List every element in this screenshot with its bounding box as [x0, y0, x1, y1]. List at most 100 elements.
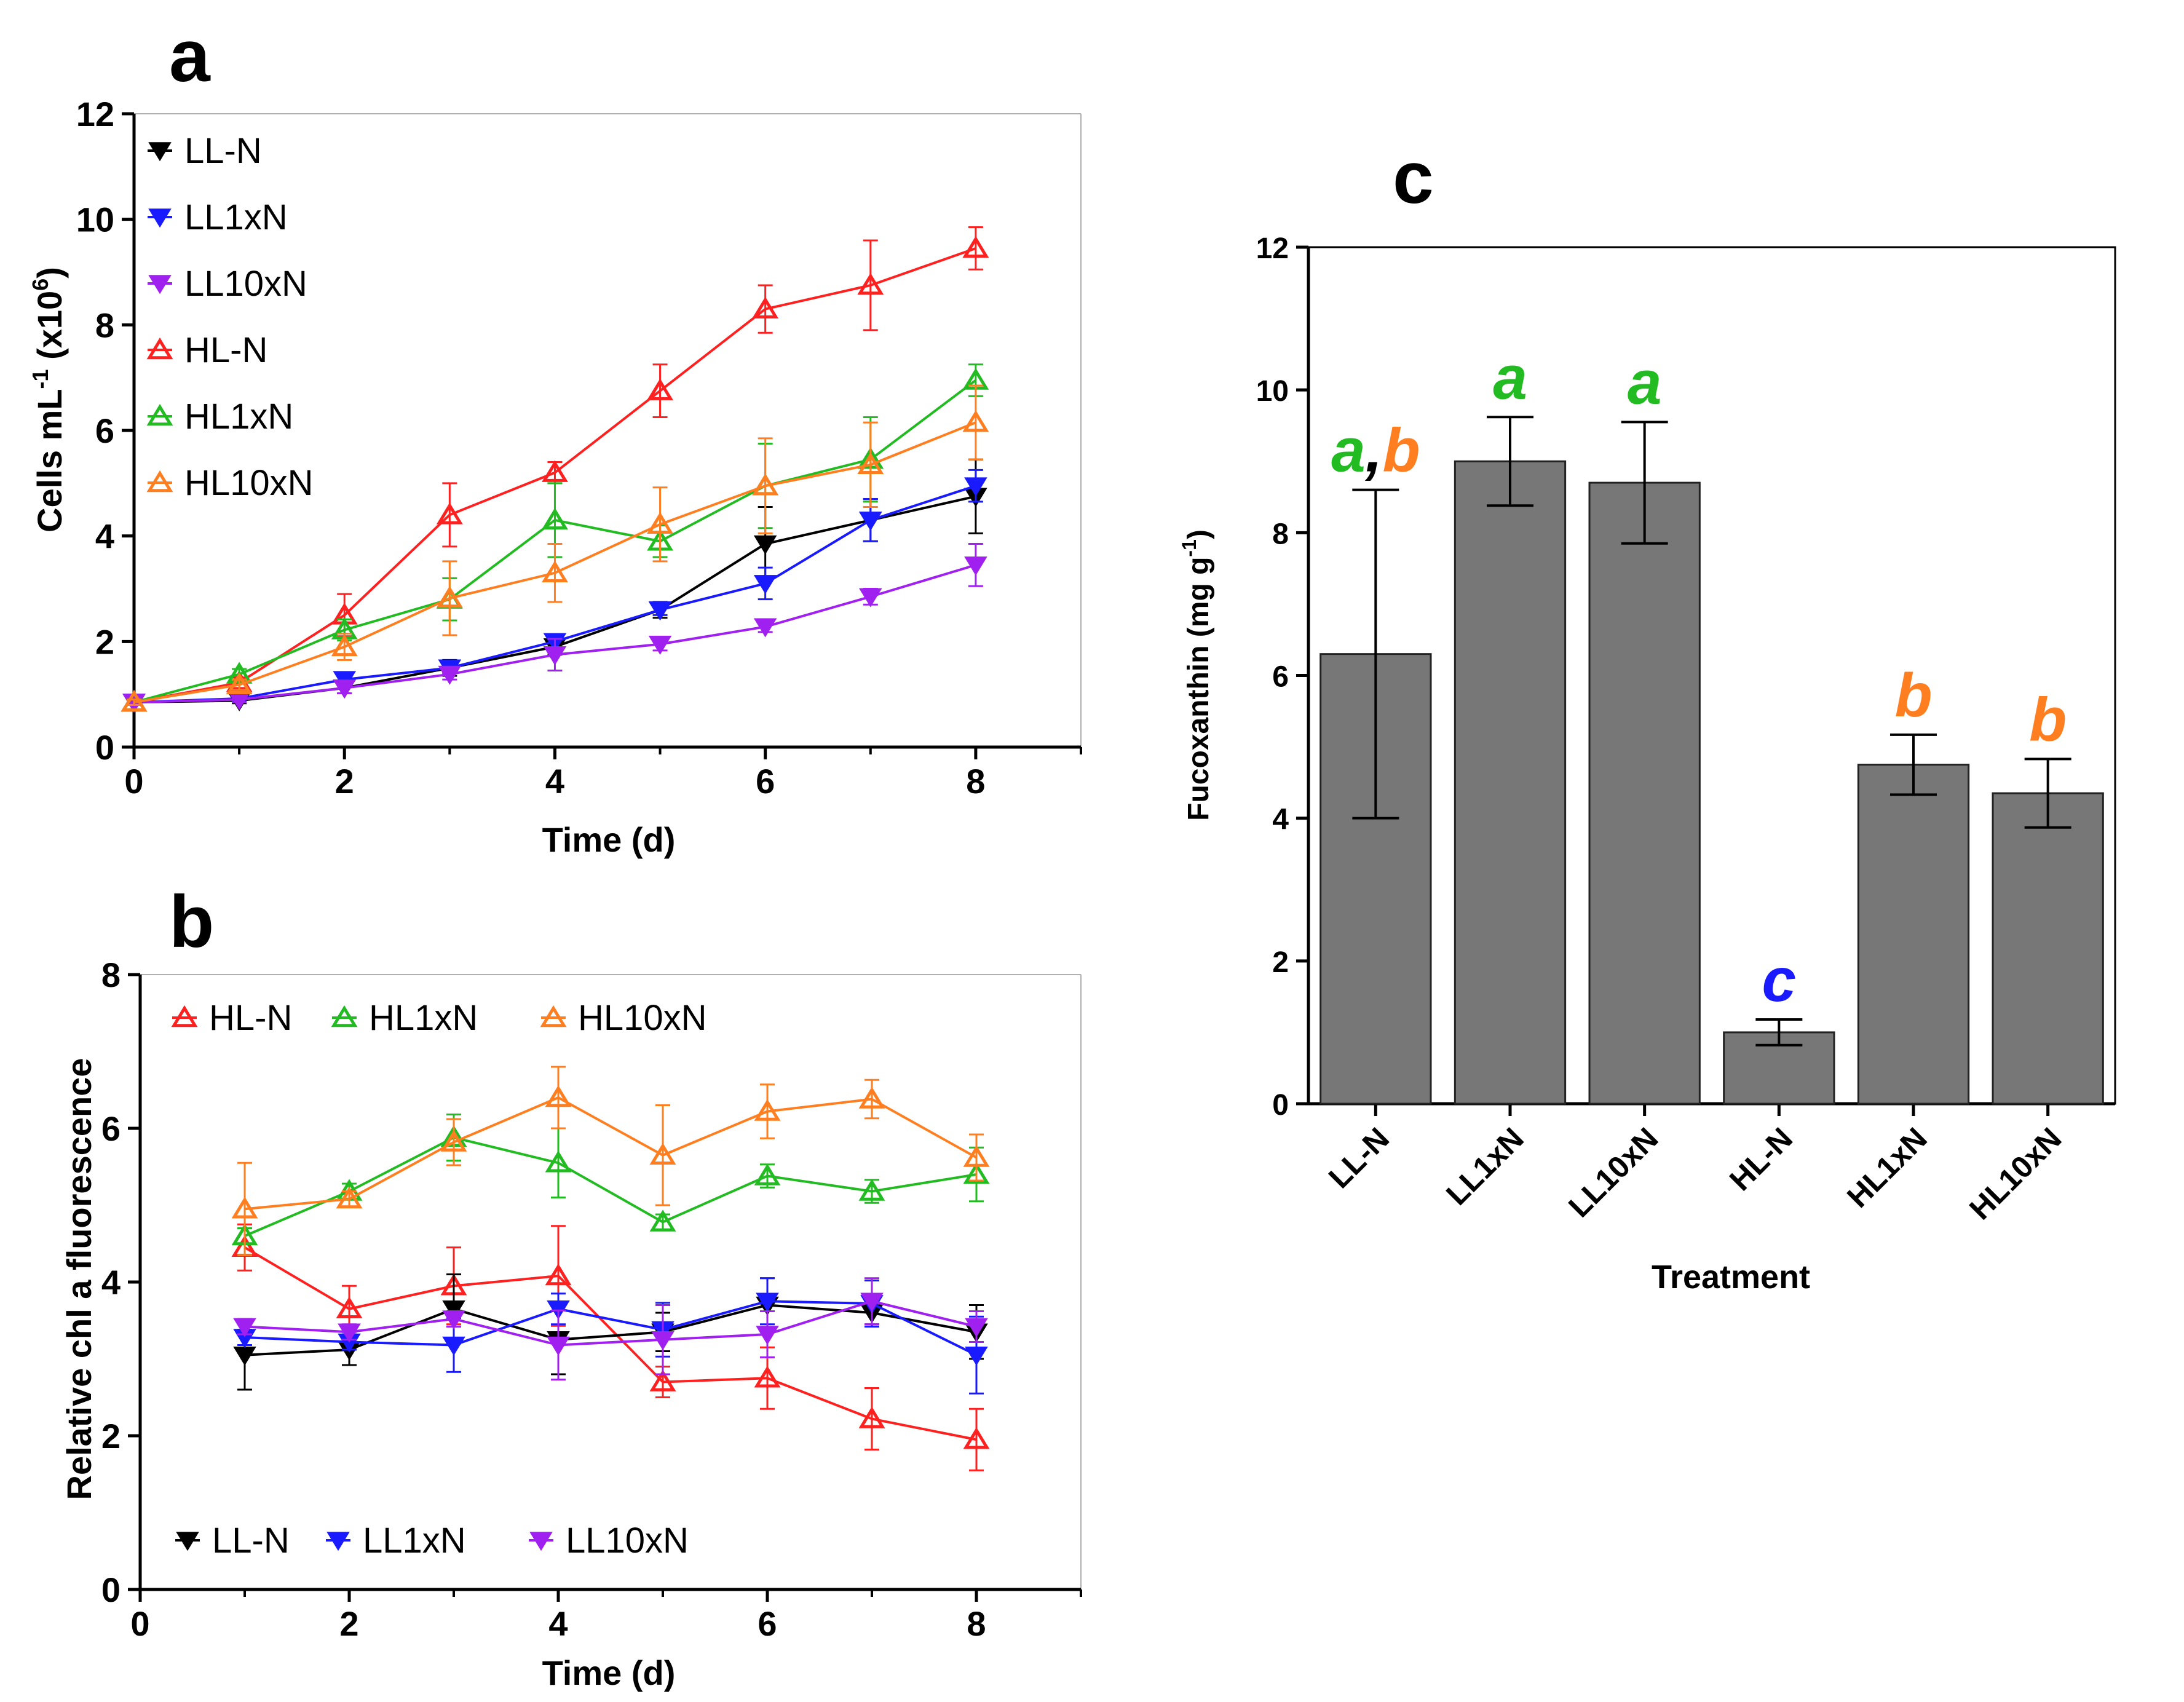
panel-a-y-tick-label: 2 [95, 622, 114, 661]
panel-b-series [231, 1066, 990, 1471]
panel-b-point-ll10xn [651, 1331, 675, 1350]
panel-a-y-tick-label: 4 [95, 517, 114, 556]
panel-a-point-hl10xn [962, 410, 989, 432]
panel-a-x-tick-label: 4 [545, 762, 564, 801]
panel-c-bar-hl1xn [1857, 764, 1970, 1105]
panel-a-point-ll10xn [859, 588, 882, 608]
panel-b-axes: 0 2 4 6 8 0 2 4 6 8 [101, 956, 1082, 1643]
panel-b-point-hl-n [545, 1263, 572, 1286]
panel-a-series [121, 226, 989, 713]
panel-a-point-hl10xn [857, 452, 884, 475]
panel-a-series-hl10xn [121, 384, 989, 712]
panel-b-line-hl10xn [244, 1096, 977, 1211]
panel-a-line-hl1xn [133, 379, 977, 703]
panel-b-x-tick-label: 8 [967, 1604, 986, 1643]
panel-b-point-ll10xn [442, 1310, 465, 1330]
panel-b-point-hl10xn [545, 1085, 572, 1107]
panel-a-point-hl10xn [436, 585, 463, 608]
panel-a-x-tick-label: 0 [124, 762, 143, 801]
panel-b-point-hl1xn [858, 1179, 885, 1201]
panel-b-point-hl1xn [649, 1209, 676, 1232]
panel-b-legend-marker-hl1xn [331, 1005, 358, 1027]
panel-a-legend: LL-N LL1xN LL10xN HL-N HL1xN HL10xN [146, 131, 314, 503]
panel-b-legend-label-hl1xn: HL1xN [369, 998, 478, 1038]
panel-b-point-ll10xn [547, 1336, 570, 1356]
panel-a-point-hl10xn [647, 512, 673, 534]
panel-a-x-tick-label: 6 [756, 762, 775, 801]
panel-b-xlabel: Time (d) [542, 1653, 676, 1692]
panel-b-series-ll10xn [233, 1277, 988, 1381]
panel-c-y-tick-label: 0 [1272, 1089, 1289, 1122]
panel-b-legend-label-hl10xn: HL10xN [578, 998, 707, 1038]
panel-b-legend-label-hl-n: HL-N [209, 998, 292, 1038]
panel-c-ylabel: Fucoxanthin (mg g-1) [1178, 529, 1215, 821]
panel-b-line-ll10xn [244, 1300, 977, 1347]
panel-b-point-ll10xn [233, 1318, 256, 1337]
panel-b-y-tick-label: 6 [101, 1109, 121, 1148]
panel-a-point-ll10xn [648, 635, 672, 655]
panel-b-point-hl-n [754, 1366, 781, 1388]
panel-b-line-hl-n [243, 1246, 977, 1441]
panel-c-x-tick-label-ll10xn: LL10xN [1562, 1121, 1664, 1224]
panel-b-point-hl10xn [754, 1099, 781, 1121]
panel-c-xlabel: Treatment [1652, 1259, 1810, 1296]
panel-c-x-tick-label-ll-n: LL-N [1322, 1121, 1396, 1195]
panel-c-significance-label: a [1493, 343, 1527, 412]
panel-b-legend-marker-hl10xn [540, 1005, 567, 1027]
panel-b-y-tick-label: 4 [101, 1263, 121, 1302]
panel-b-series-hl1xn [231, 1114, 990, 1246]
panel-b-legend-label-ll1xn: LL1xN [363, 1521, 466, 1561]
panel-a-legend-marker-hl10xn [146, 470, 173, 493]
panel-b-point-hl-n [858, 1406, 885, 1428]
panel-b-legend: HL-N HL1xN HL10xN LL-N LL1xN LL10xN [171, 998, 707, 1561]
panel-a-axes: 0 2 4 6 8 10 12 0 2 4 6 8 [76, 95, 1082, 801]
panel-a-legend-label-hl10xn: HL10xN [184, 463, 314, 503]
panel-b-x-tick-label: 2 [339, 1604, 358, 1643]
panel-a-line-chart: 0 2 4 6 8 10 12 0 2 4 6 8 LL-N LL1xN LL10xN HL-N HL1xN H… [28, 95, 1082, 859]
panel-c-y-tick-label: 8 [1272, 518, 1289, 550]
panel-a-line-hl10xn [133, 421, 976, 704]
panel-c-significance-part: c [1762, 946, 1797, 1015]
panel-a-legend-marker-ll10xn [148, 275, 172, 295]
panel-a-y-tick-label: 6 [95, 411, 114, 450]
panel-b-point-ll10xn [860, 1292, 884, 1312]
panel-a-legend-label-hl1xn: HL1xN [184, 397, 293, 437]
panel-a-point-hl-n [752, 296, 779, 319]
panel-b-point-hl10xn [440, 1130, 467, 1152]
panel-a-point-ll-n [753, 535, 777, 555]
panel-c-significance-label: a [1628, 348, 1662, 417]
panel-c-significance-part: b [1894, 661, 1932, 730]
panel-a-point-ll10xn [964, 556, 987, 576]
panel-c-x-tick-label-hl-n: HL-N [1723, 1121, 1799, 1197]
panel-a-x-tick-label: 8 [966, 762, 985, 801]
panel-a-y-tick-label: 0 [95, 728, 114, 767]
panel-a-point-hl1xn [542, 507, 568, 530]
panel-b-point-ll1xn [756, 1292, 779, 1312]
panel-a-point-hl-n [962, 236, 989, 258]
panel-b-legend-marker-ll1xn [326, 1532, 350, 1551]
panel-a-legend-label-hl-n: HL-N [184, 330, 267, 370]
panel-a-point-hl10xn [226, 672, 253, 694]
panel-b-line-ll1xn [244, 1300, 977, 1356]
panel-c-y-tick-label: 6 [1272, 661, 1289, 694]
panel-a-point-ll10xn [543, 646, 567, 666]
panel-b-legend-marker-ll10xn [529, 1532, 553, 1551]
panel-c-bar-ll10xn [1588, 481, 1701, 1105]
panel-b-legend-marker-ll-n [176, 1532, 199, 1551]
panel-a-point-ll10xn [438, 665, 462, 685]
panel-b-point-hl10xn [963, 1145, 990, 1167]
panel-a-y-tick-label: 10 [76, 200, 114, 239]
panel-a-legend-marker-hl1xn [146, 403, 173, 426]
panel-a-legend-marker-hl-n [146, 337, 173, 360]
panel-a-xlabel: Time (d) [542, 820, 676, 859]
panel-b-point-hl10xn [858, 1087, 885, 1109]
panel-c-significance-label: b [2029, 685, 2067, 754]
panel-b-y-tick-label: 2 [101, 1417, 121, 1455]
panel-c-y-tick-label: 10 [1256, 375, 1289, 408]
panel-a-point-hl10xn [331, 634, 358, 657]
panel-c-significance-part: a [1493, 343, 1527, 412]
panel-b-point-hl1xn [754, 1163, 781, 1185]
panel-b-point-ll1xn [442, 1336, 465, 1356]
panel-label-a: a [169, 15, 211, 97]
